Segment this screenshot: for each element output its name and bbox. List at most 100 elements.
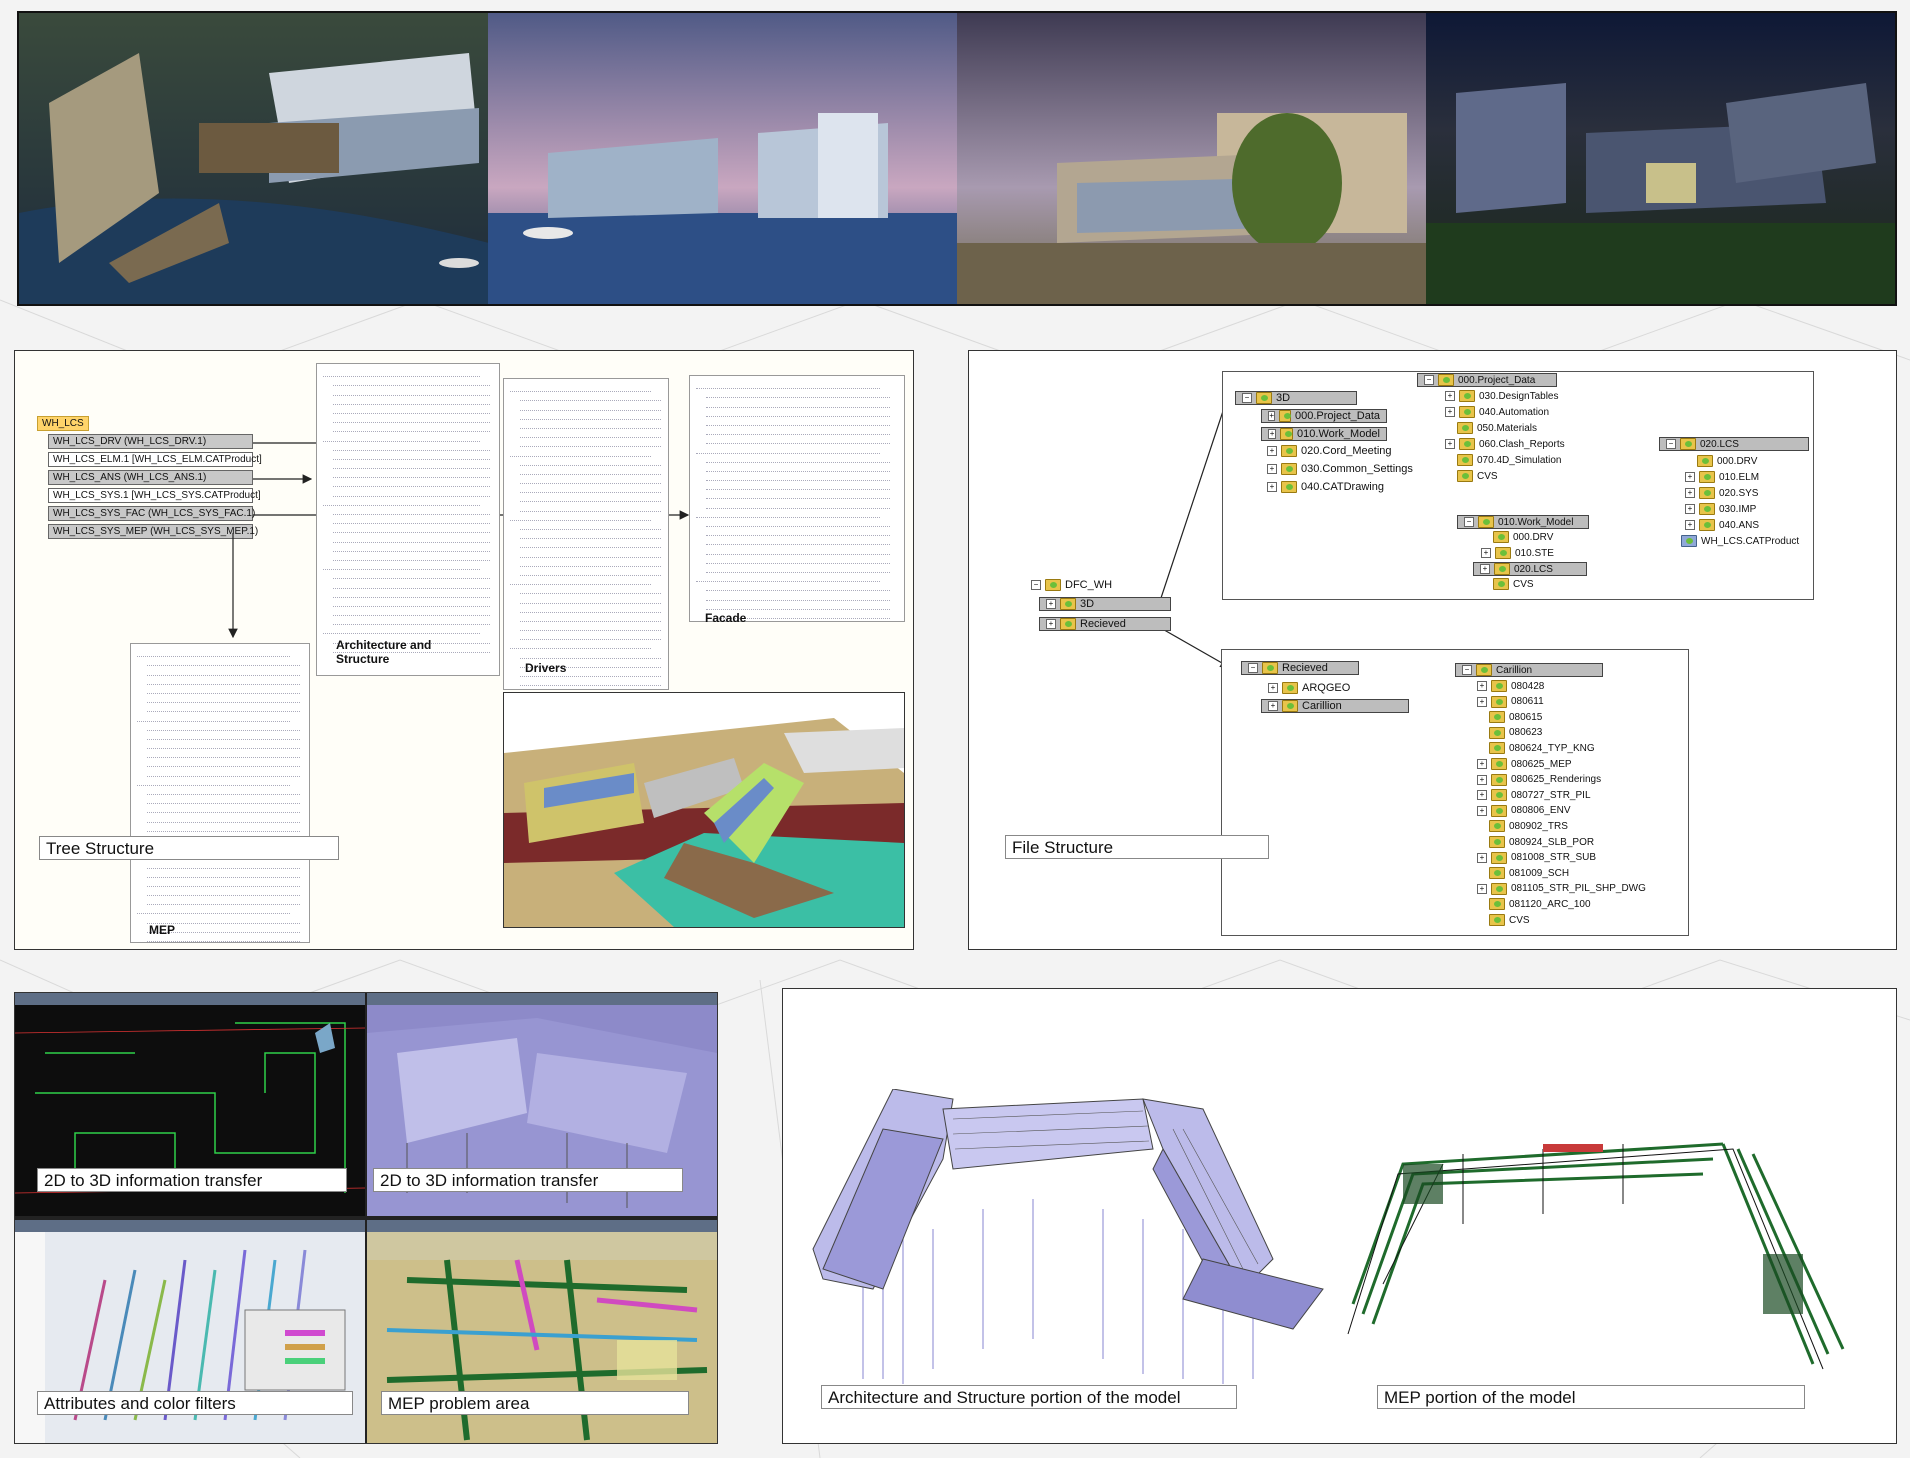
tree-entry[interactable] [706,536,891,546]
tree-entry[interactable] [520,613,662,622]
tree-entry[interactable] [706,518,891,527]
tree-entry[interactable] [137,712,291,722]
tree-entry[interactable] [706,564,891,573]
tree-entry[interactable] [147,795,301,805]
fs-lcs-item[interactable]: +040.ANS [1685,519,1759,531]
tree-entry[interactable] [510,383,652,393]
tree-entry[interactable] [333,524,490,534]
tree-entry[interactable] [520,548,662,558]
tree-node[interactable]: WH_LCS_SYS_MEP (WH_LCS_SYS_MEP.1) [48,524,258,539]
tree-entry[interactable] [706,499,891,509]
fs-3d-item[interactable]: +020.Cord_Meeting [1267,445,1392,457]
tree-entry[interactable] [520,530,662,540]
tree-entry[interactable] [706,582,891,592]
tree-entry[interactable] [520,401,662,411]
fs-3d-item[interactable]: +000.Project_Data [1261,409,1387,423]
tree-entry[interactable] [323,497,480,506]
tree-entry[interactable] [520,686,661,689]
tree-entry[interactable] [147,676,301,685]
tree-entry[interactable] [333,570,490,580]
tree-entry[interactable] [706,545,891,555]
tree-entry[interactable] [333,644,490,653]
tree-entry[interactable] [520,604,662,613]
tree-entry[interactable] [147,685,301,694]
tree-entry[interactable] [333,451,490,460]
tree-node[interactable]: WH_LCS_ELM.1 [WH_LCS_ELM.CATProduct] [48,452,262,467]
tree-entry[interactable] [520,438,662,448]
fs-lcs-item[interactable]: +020.SYS [1685,487,1758,499]
fs-project-data-item[interactable]: +030.DesignTables [1445,390,1559,402]
tree-entry[interactable] [520,668,662,677]
tree-entry[interactable] [147,813,301,823]
tree-entry[interactable] [333,607,490,617]
tree-entry[interactable] [333,552,490,561]
tree-entry[interactable] [520,567,662,576]
fs-carillion-item[interactable]: +080625_Renderings [1477,773,1601,786]
tree-entry[interactable] [147,767,301,777]
fs-3d-item[interactable]: +040.CATDrawing [1267,481,1384,493]
tree-entry[interactable] [323,625,480,635]
fs-carillion-item[interactable]: 080615 [1489,711,1542,724]
tree-entry[interactable] [520,457,662,466]
fs-carillion-item[interactable]: CVS [1489,914,1530,926]
tree-entry[interactable] [706,426,891,436]
tree-entry[interactable] [147,694,301,704]
tree-entry[interactable] [520,429,662,439]
tree-entry[interactable] [706,435,891,445]
tree-entry[interactable] [333,589,490,598]
tree-entry[interactable] [147,722,301,731]
expand-icon[interactable]: + [1477,774,1487,785]
fs-carillion-item[interactable]: +080611 [1477,695,1544,708]
tree-entry[interactable] [333,423,490,433]
tree-entry[interactable] [147,749,301,759]
tree-entry[interactable] [520,521,662,530]
tree-entry[interactable] [333,616,490,626]
fs-lcs-item[interactable]: +010.ELM [1685,471,1759,483]
fs-recieved-header[interactable]: − Recieved [1241,661,1359,675]
fs-project-data-item[interactable]: 050.Materials [1457,422,1537,434]
expand-icon[interactable]: + [1477,883,1487,894]
tree-entry[interactable] [520,622,662,632]
fs-3d-item[interactable]: +030.Common_Settings [1267,463,1413,475]
tree-node[interactable]: WH_LCS_SYS.1 [WH_LCS_SYS.CATProduct] [48,488,261,503]
tree-entry[interactable] [520,411,662,420]
fs-work-model-item[interactable]: +010.STE [1481,547,1554,559]
tree-node[interactable]: WH_LCS_DRV (WH_LCS_DRV.1) [48,434,253,449]
tree-entry[interactable] [520,558,662,567]
tree-entry[interactable] [333,396,490,405]
tree-entry[interactable] [520,502,662,512]
fs-recieved-item[interactable]: + ARQGEO [1261,681,1409,695]
tree-entry[interactable] [706,490,891,500]
fs-carillion-item[interactable]: +081105_STR_PIL_SHP_DWG [1477,882,1646,895]
tree-entry[interactable] [137,648,291,658]
fs-carillion-item[interactable]: 081120_ARC_100 [1489,898,1591,911]
fs-project-data-item[interactable]: +040.Automation [1445,406,1549,418]
tree-entry[interactable] [510,447,652,457]
collapse-icon[interactable]: − [1031,580,1041,590]
tree-entry[interactable] [147,758,301,768]
fs-carillion-item[interactable]: 080902_TRS [1489,820,1568,833]
tree-entry[interactable] [706,408,891,417]
tree-entry[interactable] [333,478,490,488]
tree-entry[interactable] [147,878,301,887]
tree-entry[interactable] [696,444,881,454]
fs-work-model-item[interactable]: +020.LCS [1473,562,1587,576]
tree-entry[interactable] [147,823,301,832]
fs-project-data-item[interactable]: CVS [1457,470,1498,482]
fs-work-model-header[interactable]: −010.Work_Model [1457,515,1589,529]
tree-entry[interactable] [333,506,490,515]
tree-entry[interactable] [333,460,490,470]
tree-entry[interactable] [510,512,652,521]
fs-carillion-item[interactable]: +080806_ENV [1477,804,1571,817]
fs-carillion-header[interactable]: − Carillion [1455,663,1603,677]
fs-3d-item[interactable]: +010.Work_Model [1261,427,1387,441]
tree-entry[interactable] [520,493,662,503]
tree-entry[interactable] [696,573,881,583]
tree-entry[interactable] [147,703,301,713]
fs-lcs-header[interactable]: −020.LCS [1659,437,1809,451]
tree-entry[interactable] [147,942,300,943]
tree-entry[interactable] [147,933,301,942]
tree-entry[interactable] [706,389,891,399]
tree-entry[interactable] [520,677,662,687]
tree-entry[interactable] [520,659,662,668]
